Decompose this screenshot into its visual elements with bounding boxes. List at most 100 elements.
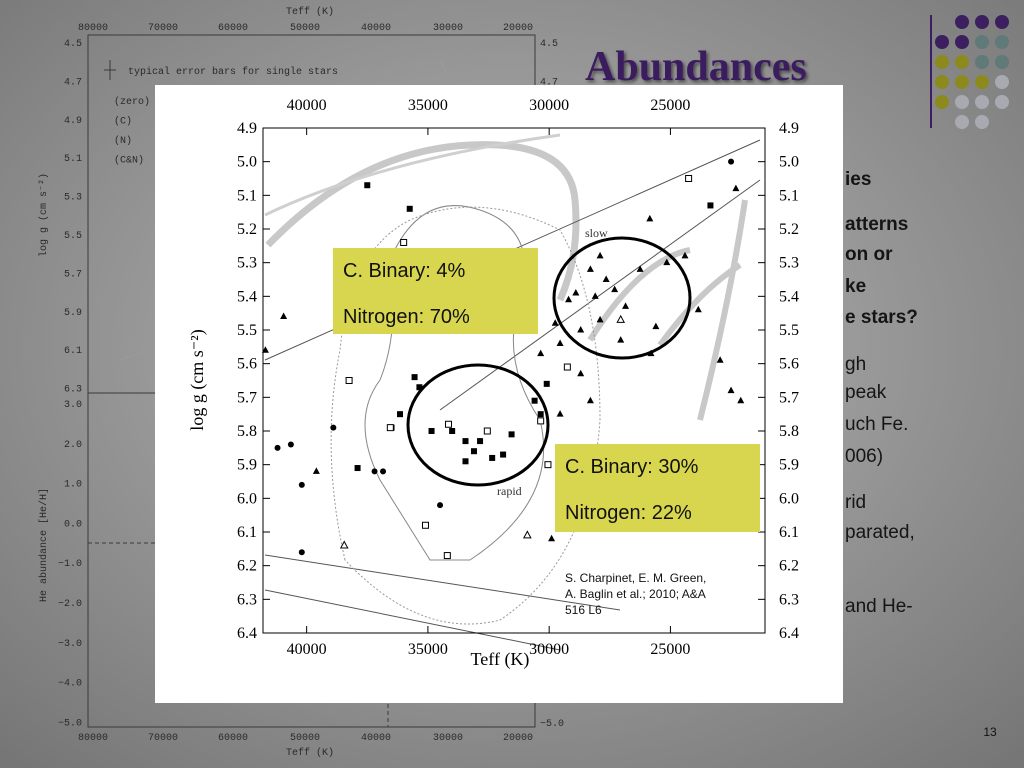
- data-point: [364, 182, 371, 189]
- y-tick-label: −1.0: [58, 559, 82, 570]
- text-fragment: peak: [845, 382, 887, 403]
- y-tick-label: 5.9: [64, 308, 82, 319]
- data-point: [543, 380, 550, 387]
- text-fragment: uch Fe.: [845, 414, 908, 435]
- data-point: [577, 369, 585, 377]
- track: [587, 199, 748, 421]
- y-tick-label: 6.2: [779, 558, 799, 575]
- data-point: [354, 465, 361, 472]
- y-tick-label: 4.7: [64, 77, 82, 88]
- data-point: [298, 549, 305, 556]
- data-point: [462, 438, 469, 445]
- citation: A. Baglin et al.; 2010; A&A: [565, 587, 706, 601]
- y-tick-label: 5.3: [237, 255, 257, 272]
- legend-entry: (C&N): [114, 155, 144, 167]
- x-tick-label: 30000: [529, 641, 569, 658]
- data-point: [508, 431, 515, 438]
- y-tick-label: 5.5: [64, 231, 82, 242]
- data-point: [548, 534, 556, 542]
- y-tick-label: 5.5: [237, 322, 257, 339]
- data-point: [556, 410, 564, 417]
- y-tick-label: 5.3: [64, 193, 82, 204]
- y-tick-label: 6.1: [64, 346, 82, 357]
- data-point: [397, 411, 404, 418]
- x-tick-label: 60000: [218, 23, 248, 34]
- y-tick-label: 5.5: [779, 322, 799, 339]
- data-point: [591, 292, 599, 299]
- data-point: [577, 326, 585, 333]
- y-tick-label: −4.0: [58, 679, 82, 690]
- y-tick-label: 5.0: [779, 154, 799, 171]
- x-tick-label: 40000: [287, 641, 327, 658]
- data-point: [298, 481, 305, 488]
- data-point: [565, 295, 573, 303]
- y-tick-label: −5.0: [58, 718, 82, 729]
- y-tick-label: −2.0: [58, 599, 82, 610]
- error-bar-note: typical error bars for single stars: [128, 66, 338, 78]
- data-point: [646, 214, 654, 222]
- data-point: [685, 175, 693, 182]
- page-number: 13: [983, 725, 997, 739]
- y-tick-label: 4.5: [64, 39, 82, 50]
- slide-title: Abundances: [585, 44, 807, 90]
- y-tick-label: 6.1: [779, 524, 799, 541]
- annotation: slow: [585, 226, 608, 240]
- data-point: [732, 184, 740, 192]
- x-tick-label: 30000: [433, 23, 463, 34]
- data-point: [445, 420, 453, 428]
- data-point: [421, 521, 429, 529]
- x-axis-label: Teff (K): [286, 6, 334, 18]
- data-point: [537, 411, 544, 418]
- citation: S. Charpinet, E. M. Green,: [565, 571, 706, 585]
- y-tick-label: 5.8: [237, 423, 257, 440]
- callout-box: [333, 248, 538, 334]
- x-tick-label: 80000: [78, 733, 108, 744]
- data-point: [416, 384, 423, 391]
- data-point: [489, 454, 496, 461]
- callout-box: [555, 444, 760, 532]
- y-tick-label: 5.7: [237, 389, 257, 406]
- x-tick-label: 20000: [503, 733, 533, 744]
- x-tick-label: 60000: [218, 733, 248, 744]
- data-point: [500, 451, 507, 458]
- data-point: [652, 322, 660, 330]
- data-point: [636, 265, 644, 272]
- data-point: [537, 417, 545, 425]
- data-point: [280, 312, 288, 320]
- dot-decoration: [935, 15, 1009, 129]
- text-fragment: ies: [845, 169, 871, 190]
- y-tick-label: 5.7: [64, 269, 82, 280]
- data-point: [617, 336, 625, 343]
- y-tick-label: 5.4: [779, 288, 799, 305]
- y-tick-label: 6.0: [237, 490, 257, 507]
- legend-entry: (C): [114, 116, 132, 128]
- y-tick-label: 5.6: [237, 356, 257, 373]
- text-fragment: atterns: [845, 214, 908, 235]
- y-tick-label: 6.3: [64, 385, 82, 396]
- figure-background: [155, 85, 843, 703]
- y-tick-label: 5.1: [64, 154, 82, 165]
- callout-text: C. Binary: 30%: [565, 456, 699, 478]
- data-point: [483, 427, 491, 435]
- x-tick-label: 40000: [361, 23, 391, 34]
- data-point: [737, 396, 745, 404]
- data-point: [345, 377, 353, 384]
- data-point: [443, 552, 451, 560]
- data-point: [380, 468, 387, 475]
- data-point: [330, 424, 337, 431]
- data-point: [622, 302, 630, 309]
- contour: [330, 206, 601, 625]
- x-tick-label: 50000: [290, 23, 320, 34]
- callout-text: C. Binary: 4%: [343, 260, 465, 282]
- plot-area: 40000 40000 35000 35000 30000 30000 25000 25000…: [237, 97, 799, 658]
- y-tick-label: 6.3: [779, 591, 799, 608]
- data-point: [339, 540, 349, 549]
- data-point: [437, 502, 444, 509]
- x-tick-label: 70000: [148, 23, 178, 34]
- y-tick-label: 4.9: [64, 116, 82, 127]
- y-tick-label: 4.9: [237, 120, 257, 137]
- y-tick-label: −3.0: [58, 639, 82, 650]
- y-axis-label: He abundance [He/H]: [38, 488, 50, 602]
- data-point: [386, 424, 394, 432]
- data-point: [470, 448, 477, 455]
